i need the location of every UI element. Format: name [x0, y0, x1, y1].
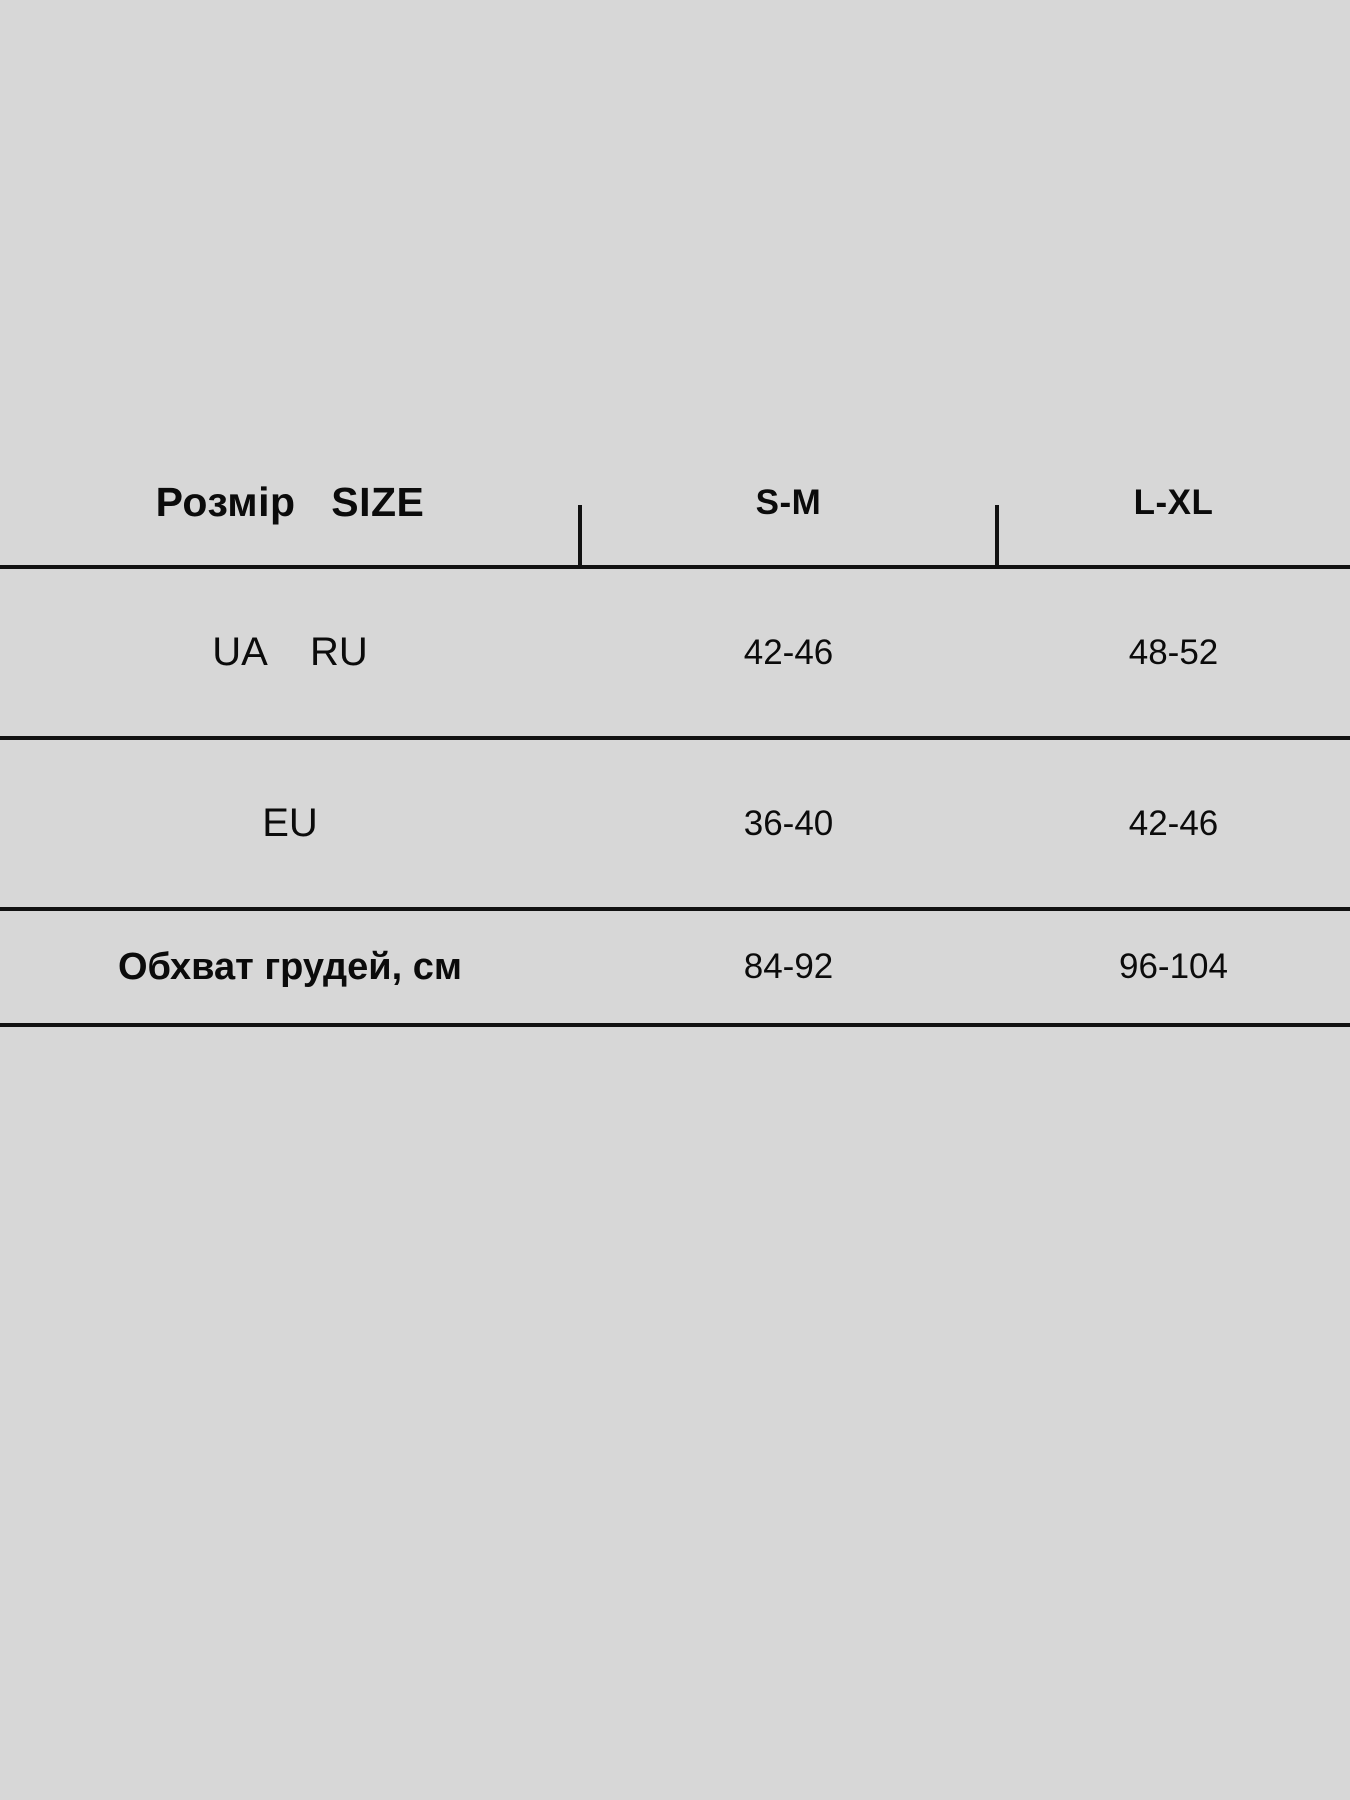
- row-label-eu-text: EU: [262, 801, 318, 845]
- header-column-l-xl: L-XL: [995, 440, 1350, 567]
- header-column-s-m-text: S-M: [755, 482, 822, 522]
- table-row: UA RU 42-46 48-52: [0, 567, 1350, 738]
- cell-ua-ru-s-m-text: 42-46: [743, 632, 834, 672]
- cell-chest-l-xl-text: 96-104: [1119, 947, 1228, 986]
- table-row: EU 36-40 42-46: [0, 738, 1350, 909]
- cell-ua-ru-s-m: 42-46: [580, 567, 997, 738]
- size-chart-table: Розмір SIZE S-M L-XL UA RU 42-46: [0, 440, 1350, 1027]
- row-label-ua-ru-text: UA RU: [212, 630, 368, 674]
- header-label-size: Розмір SIZE: [0, 440, 580, 567]
- header-label-size-text: Розмір SIZE: [155, 479, 425, 525]
- cell-chest-s-m-text: 84-92: [743, 947, 834, 986]
- table-row: Обхват грудей, см 84-92 96-104: [0, 909, 1350, 1025]
- cell-eu-l-xl-text: 42-46: [1128, 803, 1219, 843]
- cell-chest-l-xl: 96-104: [997, 909, 1350, 1025]
- cell-eu-s-m: 36-40: [580, 738, 997, 909]
- header-column-l-xl-text: L-XL: [1133, 482, 1214, 522]
- cell-chest-s-m: 84-92: [580, 909, 997, 1025]
- cell-eu-s-m-text: 36-40: [743, 803, 834, 843]
- cell-eu-l-xl: 42-46: [997, 738, 1350, 909]
- row-label-chest-circumference: Обхват грудей, см: [0, 909, 580, 1025]
- row-label-chest-circumference-text: Обхват грудей, см: [117, 945, 463, 988]
- row-label-eu: EU: [0, 738, 580, 909]
- table-header-row: Розмір SIZE S-M L-XL: [0, 440, 1350, 567]
- row-label-ua-ru: UA RU: [0, 567, 580, 738]
- cell-ua-ru-l-xl-text: 48-52: [1128, 632, 1219, 672]
- cell-ua-ru-l-xl: 48-52: [997, 567, 1350, 738]
- header-column-s-m: S-M: [578, 440, 997, 567]
